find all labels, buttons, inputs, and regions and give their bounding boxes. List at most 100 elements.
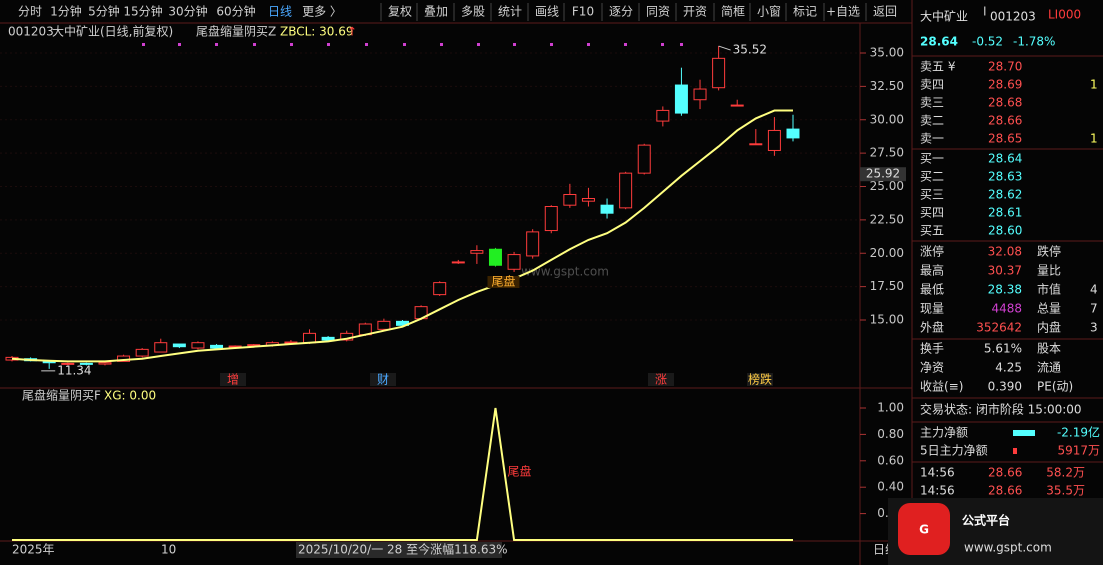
candle-body: [488, 248, 502, 266]
cursor-info: 2025/10/20/一 28 至今涨幅118.63%: [298, 542, 508, 557]
toolbar-button[interactable]: 简框: [721, 5, 745, 19]
cursor-price-box: [860, 167, 906, 182]
stat-value: 7: [1090, 302, 1098, 316]
trade-price: 28.66: [988, 466, 1022, 480]
stat-value: 5.61%: [984, 342, 1022, 356]
signal-dot: [142, 43, 145, 46]
signal-dot: [587, 43, 590, 46]
y-tick-label: 0.60: [877, 453, 904, 467]
signal-dot: [215, 43, 218, 46]
toolbar-button[interactable]: 叠加: [424, 5, 448, 19]
indicator-name: 尾盘缩量阴买Z: [196, 24, 276, 39]
y-tick-label: 32.50: [870, 79, 904, 93]
toolbar-button[interactable]: 开资: [683, 5, 707, 19]
toolbar-button[interactable]: 标记: [793, 5, 817, 19]
toolbar-button[interactable]: 同资: [646, 5, 670, 19]
stat-label: 内盘: [1037, 320, 1061, 335]
signal-dot: [624, 43, 627, 46]
stat-value: 32.08: [988, 245, 1022, 259]
candle-body: [451, 261, 465, 264]
candle-body: [767, 129, 781, 151]
ask-price: 28.65: [988, 132, 1022, 146]
stat-value: 352642: [976, 321, 1022, 335]
toolbar-button[interactable]: 多股: [461, 5, 485, 19]
ask-label: 卖一: [920, 132, 944, 146]
ma-line: [11, 109, 793, 363]
candle-body: [526, 231, 540, 257]
event-marker: 榜跌: [748, 372, 772, 387]
flow-label: 主力净额: [920, 426, 968, 440]
ask-price: 28.70: [988, 60, 1022, 74]
stat-label: 市值: [1037, 282, 1061, 297]
candle-body: [377, 320, 391, 330]
x-axis-label: 2025年: [12, 543, 55, 557]
ask-label: 卖四: [920, 78, 944, 92]
candle-body: [210, 344, 224, 349]
candle-body: [321, 336, 335, 341]
logo-icon: G: [919, 523, 929, 537]
period-tab[interactable]: 30分钟: [168, 4, 207, 19]
bid-price: 28.61: [988, 206, 1022, 220]
toolbar-button[interactable]: F10: [572, 5, 594, 19]
y-tick-label: 17.50: [870, 279, 904, 293]
stock-mark: I: [983, 5, 987, 19]
trade-price: 28.66: [988, 484, 1022, 498]
stat-value: 0.390: [988, 380, 1022, 394]
stat-label: 净资: [920, 361, 944, 375]
period-tab[interactable]: 1分钟: [50, 4, 82, 19]
candle-body: [61, 362, 75, 365]
price-change: -0.52: [972, 35, 1003, 49]
signal-dot: [253, 43, 256, 46]
toolbar-button[interactable]: 画线: [535, 5, 559, 19]
toolbar-button[interactable]: 复权: [388, 5, 412, 19]
period-tab[interactable]: 15分钟: [123, 4, 162, 19]
toolbar-button[interactable]: 小窗: [757, 5, 781, 19]
stat-value: 28.38: [988, 283, 1022, 297]
indicator-arrow: ↑: [347, 25, 357, 39]
candle-body: [135, 348, 149, 357]
y-tick-label: 22.50: [870, 212, 904, 226]
period-tab[interactable]: 更多 〉: [302, 5, 342, 19]
stock-name: 大中矿业: [920, 9, 968, 24]
event-marker: 涨: [655, 372, 667, 387]
signal-dot: [550, 43, 553, 46]
stock-code: 001203: [990, 10, 1036, 24]
period-tab[interactable]: 日线: [268, 5, 292, 19]
candle-body: [154, 342, 168, 353]
high-label: 35.52: [733, 43, 767, 57]
y-tick-label: 1.00: [877, 401, 904, 415]
stat-label: 总量: [1037, 302, 1061, 316]
bid-price: 28.62: [988, 188, 1022, 202]
stat-label: 股本: [1037, 342, 1061, 356]
signal-dot: [290, 43, 293, 46]
y-tick-label: 30.00: [870, 112, 904, 126]
stat-value: 30.37: [988, 264, 1022, 278]
toolbar-button[interactable]: 逐分: [609, 5, 633, 19]
candle-body: [656, 109, 670, 122]
candle-body: [712, 57, 726, 89]
indicator-value: ZBCL: 30.69: [280, 25, 354, 39]
xg-line: [12, 407, 793, 541]
candle-body: [303, 332, 317, 344]
candle-body: [98, 362, 112, 365]
flow-bar: [1013, 430, 1035, 436]
ask-price: 28.69: [988, 78, 1022, 92]
stat-label: 涨停: [920, 244, 944, 259]
stat-label: 流通: [1037, 361, 1061, 375]
y-tick-label: 0.40: [877, 480, 904, 494]
signal-dot: [327, 43, 330, 46]
period-tab[interactable]: 5分钟: [88, 4, 120, 19]
period-tab[interactable]: 分时: [18, 5, 42, 19]
toolbar-button[interactable]: 返回: [873, 5, 897, 19]
stat-label: 换手: [920, 342, 944, 356]
toolbar-button[interactable]: +自选: [826, 5, 860, 19]
trade-volume: 58.2万: [1046, 466, 1085, 480]
toolbar-button[interactable]: 统计: [498, 5, 522, 19]
signal-label: 尾盘: [491, 274, 515, 289]
high-pointer: [718, 45, 731, 51]
stat-label: 量比: [1037, 264, 1061, 278]
period-tab[interactable]: 60分钟: [216, 4, 255, 19]
bid-label: 买一: [920, 152, 944, 166]
